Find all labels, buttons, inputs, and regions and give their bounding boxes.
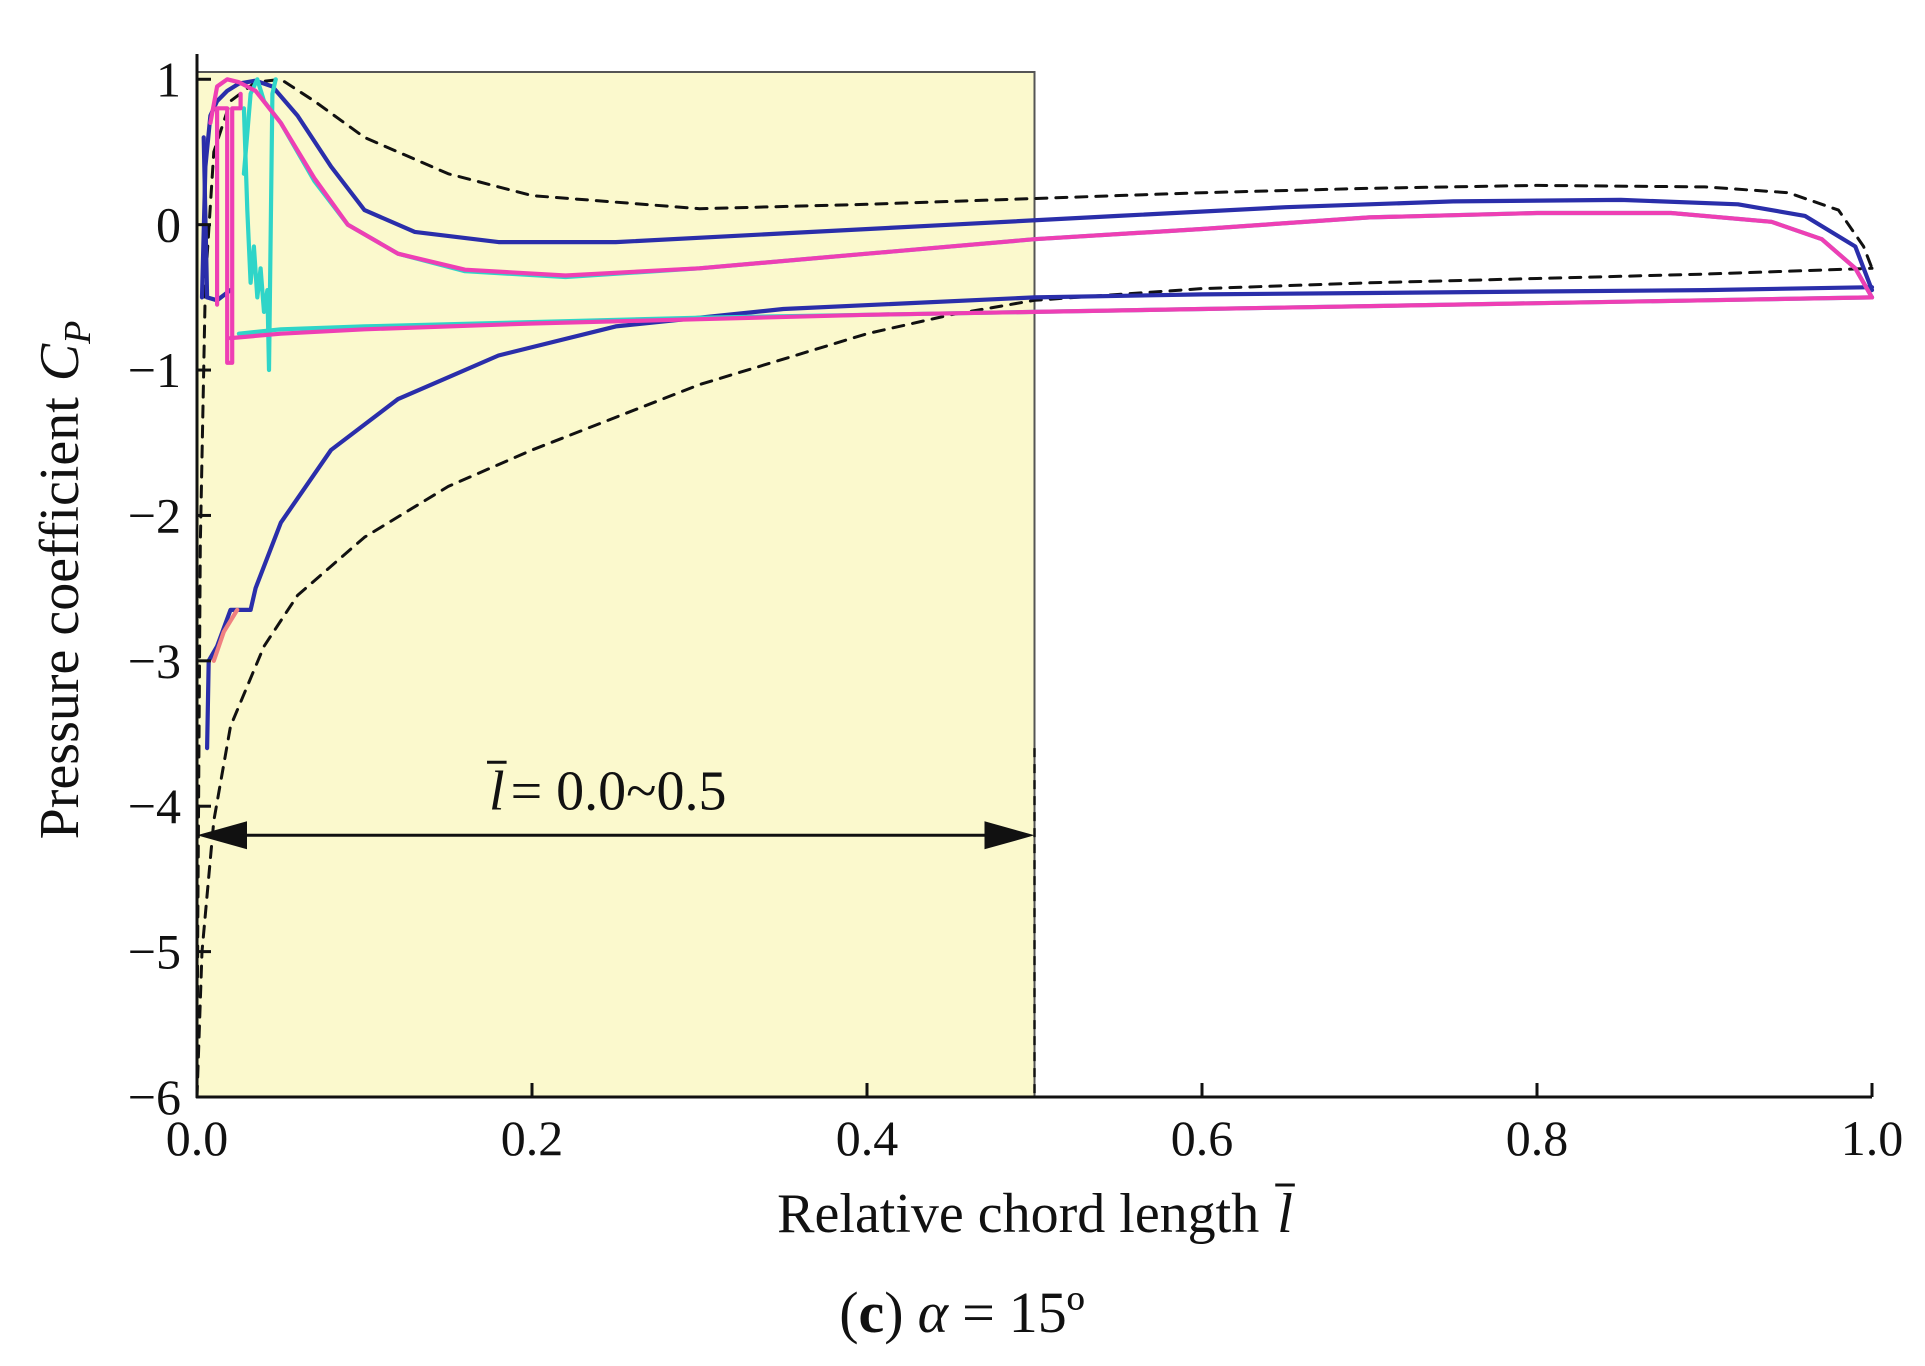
- series-navy-le-spike: [201, 135, 233, 303]
- y-tick-label: −5: [128, 924, 181, 980]
- y-tick-label: −2: [128, 487, 181, 543]
- x-tick-label: 1.0: [1841, 1110, 1904, 1166]
- series-salmon-le: [211, 607, 240, 663]
- annotation-symbol: l: [489, 760, 505, 822]
- caption-alpha-value: 15º: [1009, 1280, 1085, 1345]
- x-tick-label: 0.4: [836, 1110, 899, 1166]
- caption-paren-close: ): [884, 1280, 903, 1345]
- y-ticks: 1 0 −1 −2 −3 −4 −5 −6: [128, 51, 211, 1125]
- series-navy-upper: [199, 78, 1875, 300]
- axes: [195, 54, 1872, 1099]
- y-tick-label: 1: [156, 51, 181, 107]
- x-axis-label-text: Relative chord length: [777, 1183, 1259, 1245]
- caption-label: c: [859, 1280, 885, 1345]
- x-tick-label: 0.8: [1506, 1110, 1569, 1166]
- y-axis-label-subscript: P: [57, 321, 99, 345]
- series-layer: [195, 77, 1875, 1099]
- x-tick-label: 0.0: [166, 1110, 229, 1166]
- series-dashed-lower: [195, 266, 1874, 1099]
- series-magenta-lower: [228, 295, 1875, 341]
- figure-caption: (c) α = 15º: [839, 1280, 1085, 1345]
- annotation-arrowhead-right: [984, 821, 1035, 850]
- series-dashed-upper: [195, 77, 1874, 1099]
- series-cyan-oscillation: [241, 77, 278, 373]
- y-tick-label: −6: [128, 1069, 181, 1125]
- annotation-range: = 0.0~0.5: [511, 760, 727, 822]
- y-tick-label: 0: [156, 197, 181, 253]
- y-tick-label: −1: [128, 342, 181, 398]
- series-magenta-upper: [208, 77, 1875, 300]
- x-ticks: 0.0 0.2 0.4 0.6 0.8 1.0: [166, 1083, 1904, 1166]
- caption-equals: =: [962, 1280, 995, 1345]
- x-tick-label: 0.6: [1171, 1110, 1234, 1166]
- annotation: l = 0.0~0.5: [197, 760, 1035, 850]
- x-tick-label: 0.2: [501, 1110, 564, 1166]
- caption-paren-open: (: [839, 1280, 858, 1345]
- annotation-arrowhead-left: [197, 821, 247, 850]
- x-axis-title: Relative chord length l: [777, 1183, 1295, 1245]
- y-tick-label: −3: [128, 633, 181, 689]
- series-magenta-le-steps: [215, 91, 243, 365]
- x-axis-label: Relative chord length l: [777, 1183, 1293, 1245]
- y-axis-label-text: Pressure coefficient: [29, 397, 91, 840]
- y-axis-label-symbol: C: [29, 343, 91, 381]
- y-axis-label: Pressure coefficient CP: [29, 321, 99, 840]
- series-navy-lower: [205, 285, 1875, 751]
- annotation-label: l = 0.0~0.5: [489, 760, 726, 822]
- x-axis-label-symbol: l: [1277, 1183, 1293, 1245]
- caption-alpha-symbol: α: [918, 1280, 950, 1345]
- y-tick-label: −4: [128, 778, 181, 834]
